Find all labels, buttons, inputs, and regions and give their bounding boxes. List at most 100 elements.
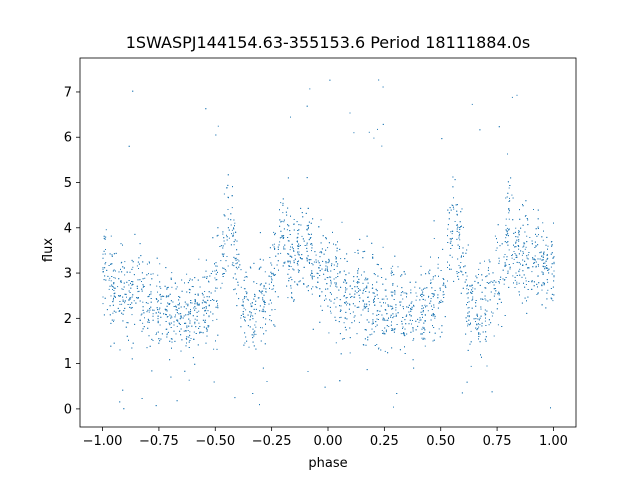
data-point [343, 338, 345, 339]
data-point [479, 129, 481, 131]
data-point [422, 316, 423, 318]
data-point [290, 276, 292, 278]
data-point [476, 313, 478, 315]
data-point [366, 319, 368, 321]
data-point [207, 310, 209, 312]
data-point [526, 241, 528, 243]
data-point [515, 254, 517, 256]
data-point [269, 299, 271, 301]
data-point [253, 345, 255, 347]
data-point [298, 229, 300, 231]
data-point [290, 255, 292, 257]
data-point [274, 249, 276, 250]
data-point [428, 273, 430, 275]
data-point [124, 302, 126, 304]
data-point [498, 294, 500, 296]
data-point [247, 325, 249, 327]
data-point [282, 235, 284, 237]
data-point [481, 279, 483, 281]
data-point [336, 286, 338, 288]
data-point [366, 279, 368, 281]
data-point [501, 243, 503, 245]
data-point [315, 259, 317, 261]
data-point [527, 296, 529, 298]
data-point [288, 225, 290, 227]
data-point [474, 280, 476, 282]
data-point [392, 265, 394, 267]
data-point [172, 301, 174, 303]
data-point [262, 308, 264, 310]
data-point [466, 293, 468, 295]
data-point [143, 326, 145, 328]
data-point [204, 321, 206, 323]
data-point [180, 350, 182, 352]
data-point [244, 342, 246, 344]
data-point [176, 312, 178, 314]
data-point [134, 233, 136, 235]
data-point [242, 313, 244, 315]
data-point [546, 267, 547, 269]
data-point [536, 283, 538, 285]
data-point [468, 311, 470, 313]
data-point [508, 264, 510, 265]
data-point [190, 300, 192, 301]
data-point [224, 269, 226, 270]
data-point [176, 400, 178, 402]
data-point [424, 338, 426, 340]
data-point [458, 278, 460, 280]
data-point [152, 309, 154, 311]
data-point [392, 328, 394, 330]
data-point [188, 336, 190, 338]
data-point [103, 279, 105, 281]
data-point [113, 283, 115, 285]
data-point [146, 274, 148, 276]
data-point [236, 240, 238, 242]
data-point [419, 317, 421, 319]
data-point [444, 285, 446, 287]
data-point [391, 308, 393, 310]
data-point [381, 314, 383, 316]
data-point [467, 315, 468, 317]
data-point [415, 281, 417, 283]
data-point [310, 243, 312, 245]
data-point [526, 300, 527, 302]
data-point [222, 245, 224, 247]
data-point [152, 319, 154, 321]
data-point [508, 212, 510, 214]
data-point [330, 276, 332, 278]
data-point [151, 338, 153, 340]
data-point [233, 228, 235, 230]
data-point [432, 296, 434, 298]
data-point [152, 273, 154, 275]
data-point [349, 313, 351, 315]
data-point [340, 286, 341, 288]
data-point [546, 254, 548, 256]
data-point [330, 312, 332, 314]
data-point [450, 231, 452, 233]
data-point [132, 283, 134, 285]
data-point [286, 214, 288, 216]
data-point [481, 274, 483, 276]
data-point [176, 309, 178, 311]
data-point [208, 296, 210, 298]
data-point [504, 262, 506, 264]
data-point [251, 334, 253, 336]
data-point [281, 220, 283, 222]
data-point [537, 209, 539, 211]
data-point [459, 227, 461, 228]
data-point [451, 256, 453, 258]
data-point [430, 300, 432, 302]
data-point [120, 268, 121, 270]
data-point [311, 270, 313, 272]
data-point [466, 304, 467, 306]
data-point [371, 328, 373, 330]
data-point [537, 228, 539, 229]
data-point [205, 259, 207, 261]
data-point [487, 300, 489, 302]
data-point [367, 308, 369, 310]
data-point [467, 244, 469, 246]
data-point [244, 276, 246, 278]
data-point [121, 303, 123, 305]
data-point [437, 267, 439, 269]
